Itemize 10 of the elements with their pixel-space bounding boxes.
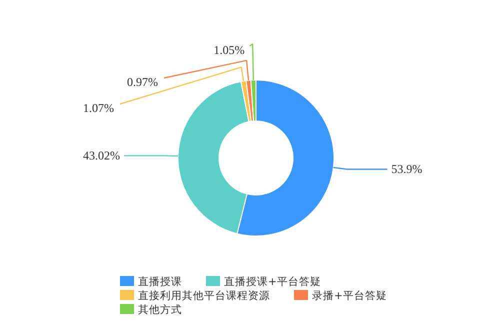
data-label: 43.02% bbox=[83, 148, 120, 163]
data-label: 1.07% bbox=[83, 101, 114, 115]
legend-label: 直播授课 bbox=[138, 275, 182, 288]
legend-label: 直接利用其他平台课程资源 bbox=[138, 289, 270, 302]
legend-label: 直播授课+平台答疑 bbox=[224, 275, 321, 288]
data-label: 53.9% bbox=[391, 162, 422, 176]
data-label: 1.05% bbox=[214, 43, 245, 57]
legend-label: 录播+平台答疑 bbox=[312, 289, 387, 302]
legend-label: 其他方式 bbox=[138, 303, 182, 316]
data-label: 0.97% bbox=[127, 75, 158, 89]
